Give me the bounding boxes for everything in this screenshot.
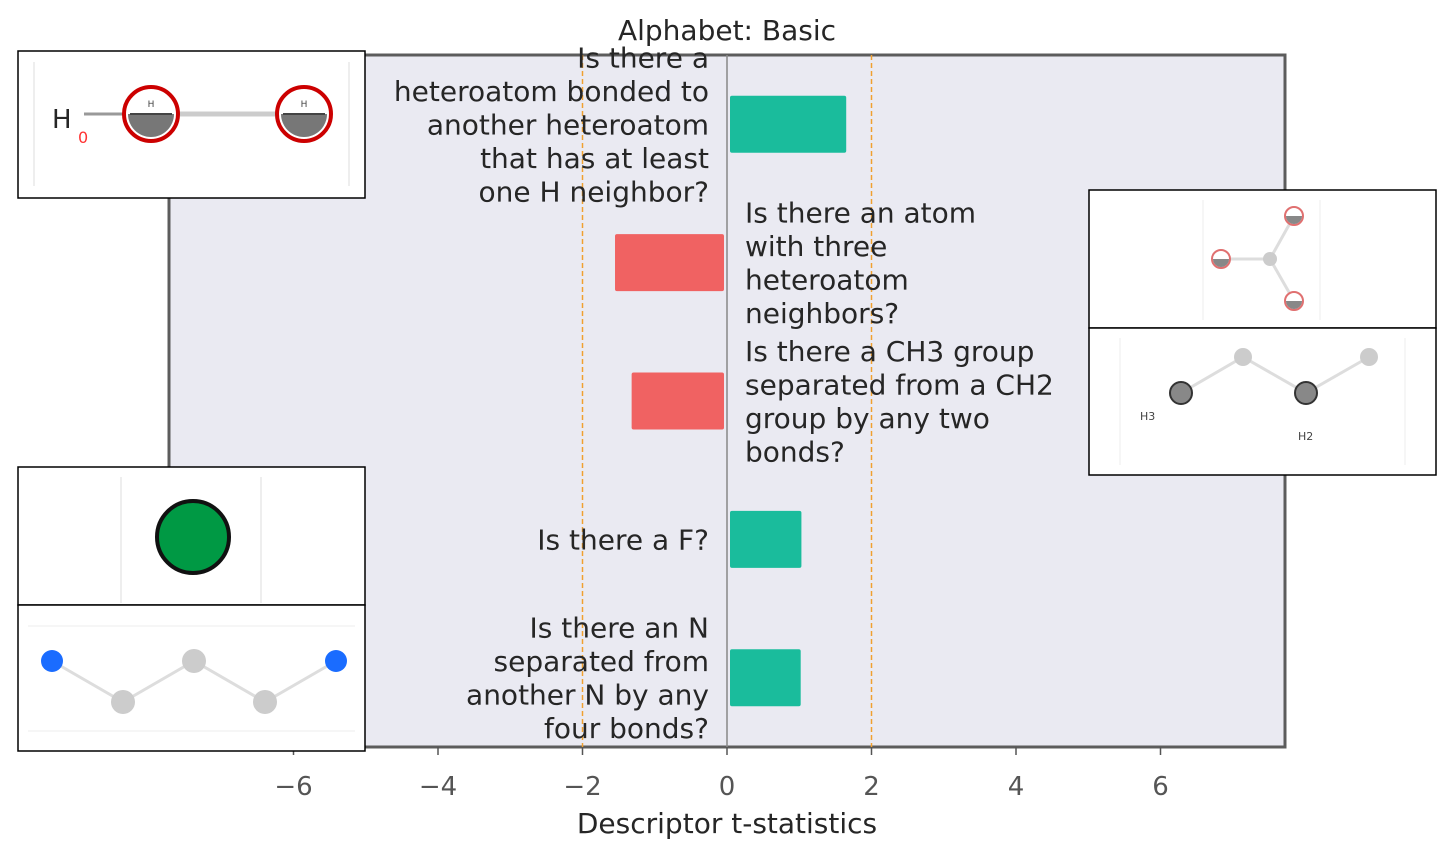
molecule-atom-label: H — [301, 100, 308, 110]
bar-label-line: Is there a CH3 group — [745, 335, 1034, 368]
bar-label-line: bonds? — [745, 435, 845, 468]
bar-label-line: separated from a CH2 — [745, 368, 1054, 401]
bar-label-line: Is there a — [577, 41, 709, 74]
x-tick-label: 2 — [863, 772, 880, 802]
hydrogen-bonded-heteroatoms-molecule-icon: H 0 H H — [17, 50, 366, 199]
molecule-atom-label: H — [52, 105, 72, 135]
bar-label-line: heteroatom — [745, 263, 909, 296]
bar-label-line: four bonds? — [544, 712, 709, 745]
bar-label-line: with three — [745, 230, 887, 263]
bar-label: Is there a F? — [537, 523, 709, 556]
three-heteroatom-neighbors-molecule-icon — [1088, 189, 1437, 329]
bar-label-line: separated from — [494, 645, 709, 678]
nitrogen-chain-molecule-icon — [17, 604, 366, 752]
bar-label-line: another N by any — [466, 679, 709, 712]
bar-label-line: group by any two — [745, 402, 990, 435]
bar — [631, 372, 724, 430]
bar-label-line: that has at least — [480, 142, 709, 175]
x-tick-label: 4 — [1008, 772, 1025, 802]
x-axis-label: Descriptor t-statistics — [577, 807, 877, 840]
bar-label: Is there a heteroatom bonded to another he… — [394, 41, 709, 208]
bar-label-line: another heteroatom — [427, 108, 709, 141]
molecule-atom-label: H2 — [1298, 430, 1313, 443]
x-tick-label: −2 — [563, 772, 601, 802]
ch3-ch2-molecule-icon: H3 H2 — [1088, 327, 1437, 476]
bar — [615, 234, 724, 292]
molecule-atom-label: H3 — [1140, 410, 1155, 423]
x-tick-label: 6 — [1152, 772, 1169, 802]
bar-label-line: one H neighbor? — [478, 175, 709, 208]
bar-label-line: Is there an N — [530, 612, 709, 645]
x-tick-label: −4 — [419, 772, 457, 802]
bar — [730, 649, 801, 707]
molecule-atom-label: H — [148, 100, 155, 110]
x-tick-label: 0 — [719, 772, 736, 802]
bar-label-line: neighbors? — [745, 297, 899, 330]
x-tick-label: −6 — [274, 772, 312, 802]
bar-label-line: Is there an atom — [745, 196, 976, 229]
bar-label-line: heteroatom bonded to — [394, 75, 709, 108]
molecule-atom-label: 0 — [78, 128, 88, 147]
bar-label: Is there an atom with three heteroatom neig… — [745, 196, 976, 330]
bar — [730, 510, 802, 568]
bar — [730, 95, 847, 153]
fluorine-atom-molecule-icon — [17, 466, 366, 606]
bar-label: Is there a CH3 group separated from a CH2… — [745, 335, 1054, 469]
chart-title: Alphabet: Basic — [618, 14, 836, 47]
bar-label-line: Is there a F? — [537, 523, 709, 556]
